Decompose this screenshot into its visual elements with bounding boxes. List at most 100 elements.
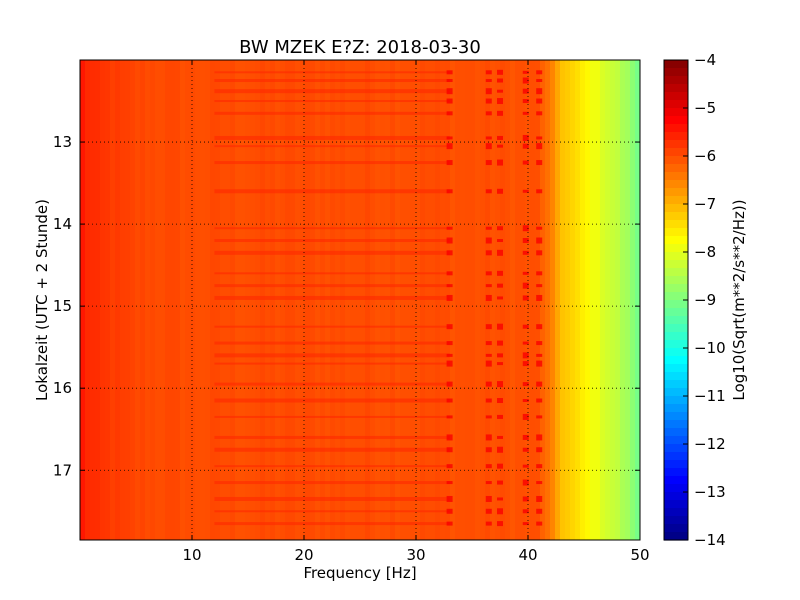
heatmap-cell bbox=[130, 60, 136, 540]
heatmap-cell bbox=[625, 60, 631, 540]
x-axis-label: Frequency [Hz] bbox=[303, 564, 416, 582]
heatmap-line-burst bbox=[485, 284, 492, 288]
heatmap-cell bbox=[570, 60, 576, 540]
heatmap-line-burst bbox=[485, 226, 492, 230]
heatmap-cell bbox=[440, 60, 446, 540]
heatmap-band bbox=[214, 272, 450, 275]
heatmap-cell bbox=[550, 60, 556, 540]
heatmap-line-burst bbox=[497, 446, 503, 453]
heatmap-line-burst bbox=[522, 111, 529, 115]
heatmap-line-burst bbox=[522, 134, 529, 141]
heatmap-line-burst bbox=[497, 144, 503, 148]
heatmap-cell bbox=[170, 60, 176, 540]
heatmap-cell bbox=[600, 60, 606, 540]
heatmap-line-burst bbox=[522, 143, 529, 149]
heatmap-line-burst bbox=[446, 294, 453, 301]
heatmap-line-burst bbox=[536, 495, 543, 502]
heatmap-band bbox=[214, 79, 450, 83]
colorbar-segment bbox=[664, 428, 688, 437]
heatmap-line-burst bbox=[497, 340, 503, 346]
heatmap-line-burst bbox=[497, 135, 503, 140]
heatmap-line-burst bbox=[536, 226, 543, 230]
heatmap-line-burst bbox=[446, 88, 453, 95]
heatmap-cell bbox=[455, 60, 461, 540]
colorbar-segment bbox=[664, 372, 688, 381]
heatmap-cell bbox=[200, 60, 206, 540]
heatmap-band bbox=[214, 415, 450, 418]
colorbar-segment bbox=[664, 116, 688, 125]
colorbar-segment bbox=[664, 484, 688, 493]
colorbar-tick-label: −9 bbox=[694, 291, 716, 309]
heatmap-cell bbox=[590, 60, 596, 540]
heatmap-line-burst bbox=[446, 226, 453, 230]
heatmap-line-burst bbox=[536, 70, 543, 75]
heatmap-cell bbox=[430, 60, 436, 540]
heatmap-line-burst bbox=[485, 495, 492, 502]
heatmap-cell bbox=[330, 60, 336, 540]
heatmap-cell bbox=[585, 60, 591, 540]
heatmap-cell bbox=[365, 60, 371, 540]
heatmap-cell bbox=[495, 60, 501, 540]
heatmap-cell bbox=[605, 60, 611, 540]
heatmap-cell bbox=[305, 60, 311, 540]
heatmap-cell bbox=[490, 60, 496, 540]
heatmap-line-burst bbox=[536, 381, 543, 387]
colorbar-segment bbox=[664, 124, 688, 133]
colorbar-segment bbox=[664, 444, 688, 453]
heatmap-line-burst bbox=[536, 143, 543, 150]
colorbar-segment bbox=[664, 76, 688, 85]
heatmap-line-burst bbox=[497, 98, 503, 105]
heatmap-line-burst bbox=[485, 271, 492, 276]
heatmap-line-burst bbox=[497, 249, 503, 256]
heatmap-band bbox=[214, 161, 450, 165]
heatmap-line-burst bbox=[497, 188, 503, 194]
heatmap-line-burst bbox=[536, 111, 543, 116]
heatmap-line-burst bbox=[497, 226, 503, 231]
heatmap-cell bbox=[205, 60, 211, 540]
y-tick-label: 17 bbox=[53, 461, 72, 479]
heatmap-band bbox=[214, 71, 450, 74]
colorbar-tick-label: −13 bbox=[694, 483, 726, 501]
heatmap-line-burst bbox=[485, 98, 492, 104]
heatmap-cell bbox=[260, 60, 266, 540]
heatmap-cell bbox=[500, 60, 506, 540]
colorbar-segment bbox=[664, 180, 688, 189]
heatmap-line-burst bbox=[522, 295, 529, 301]
heatmap-line-burst bbox=[485, 294, 492, 301]
heatmap-line-burst bbox=[485, 360, 492, 367]
heatmap-line-burst bbox=[522, 522, 529, 526]
heatmap-line-burst bbox=[522, 324, 529, 329]
colorbar-segment bbox=[664, 516, 688, 525]
colorbar-label: Log10(Sqrt(m**2/s**2/Hz)) bbox=[730, 199, 748, 400]
heatmap-cell bbox=[160, 60, 166, 540]
spectrogram-heatmap bbox=[80, 60, 640, 540]
heatmap-cell bbox=[545, 60, 551, 540]
colorbar-segment bbox=[664, 268, 688, 277]
colorbar-segment bbox=[664, 260, 688, 269]
heatmap-line-burst bbox=[536, 415, 543, 419]
colorbar-segment bbox=[664, 140, 688, 149]
heatmap-cell bbox=[270, 60, 276, 540]
heatmap-line-burst bbox=[522, 352, 529, 359]
heatmap-line-burst bbox=[485, 143, 492, 150]
heatmap-line-burst bbox=[522, 341, 529, 345]
heatmap-line-burst bbox=[485, 111, 492, 116]
heatmap-line-burst bbox=[497, 414, 503, 419]
heatmap-cell bbox=[620, 60, 626, 540]
colorbar-segment bbox=[664, 532, 688, 541]
heatmap-line-burst bbox=[536, 353, 543, 357]
axes: 10 20 30 40 50 13 14 15 16 17 bbox=[53, 60, 650, 564]
heatmap-line-burst bbox=[522, 189, 529, 193]
heatmap-line-burst bbox=[485, 434, 492, 441]
heatmap-cell bbox=[235, 60, 241, 540]
heatmap-line-burst bbox=[497, 362, 503, 366]
heatmap-cell bbox=[310, 60, 316, 540]
colorbar-segment bbox=[664, 332, 688, 341]
heatmap-cell bbox=[595, 60, 601, 540]
plot-frame bbox=[79, 59, 641, 541]
heatmap-cell bbox=[420, 60, 426, 540]
colorbar-tick-label: −8 bbox=[694, 243, 716, 261]
heatmap-cell bbox=[285, 60, 291, 540]
heatmap-cell bbox=[135, 60, 141, 540]
